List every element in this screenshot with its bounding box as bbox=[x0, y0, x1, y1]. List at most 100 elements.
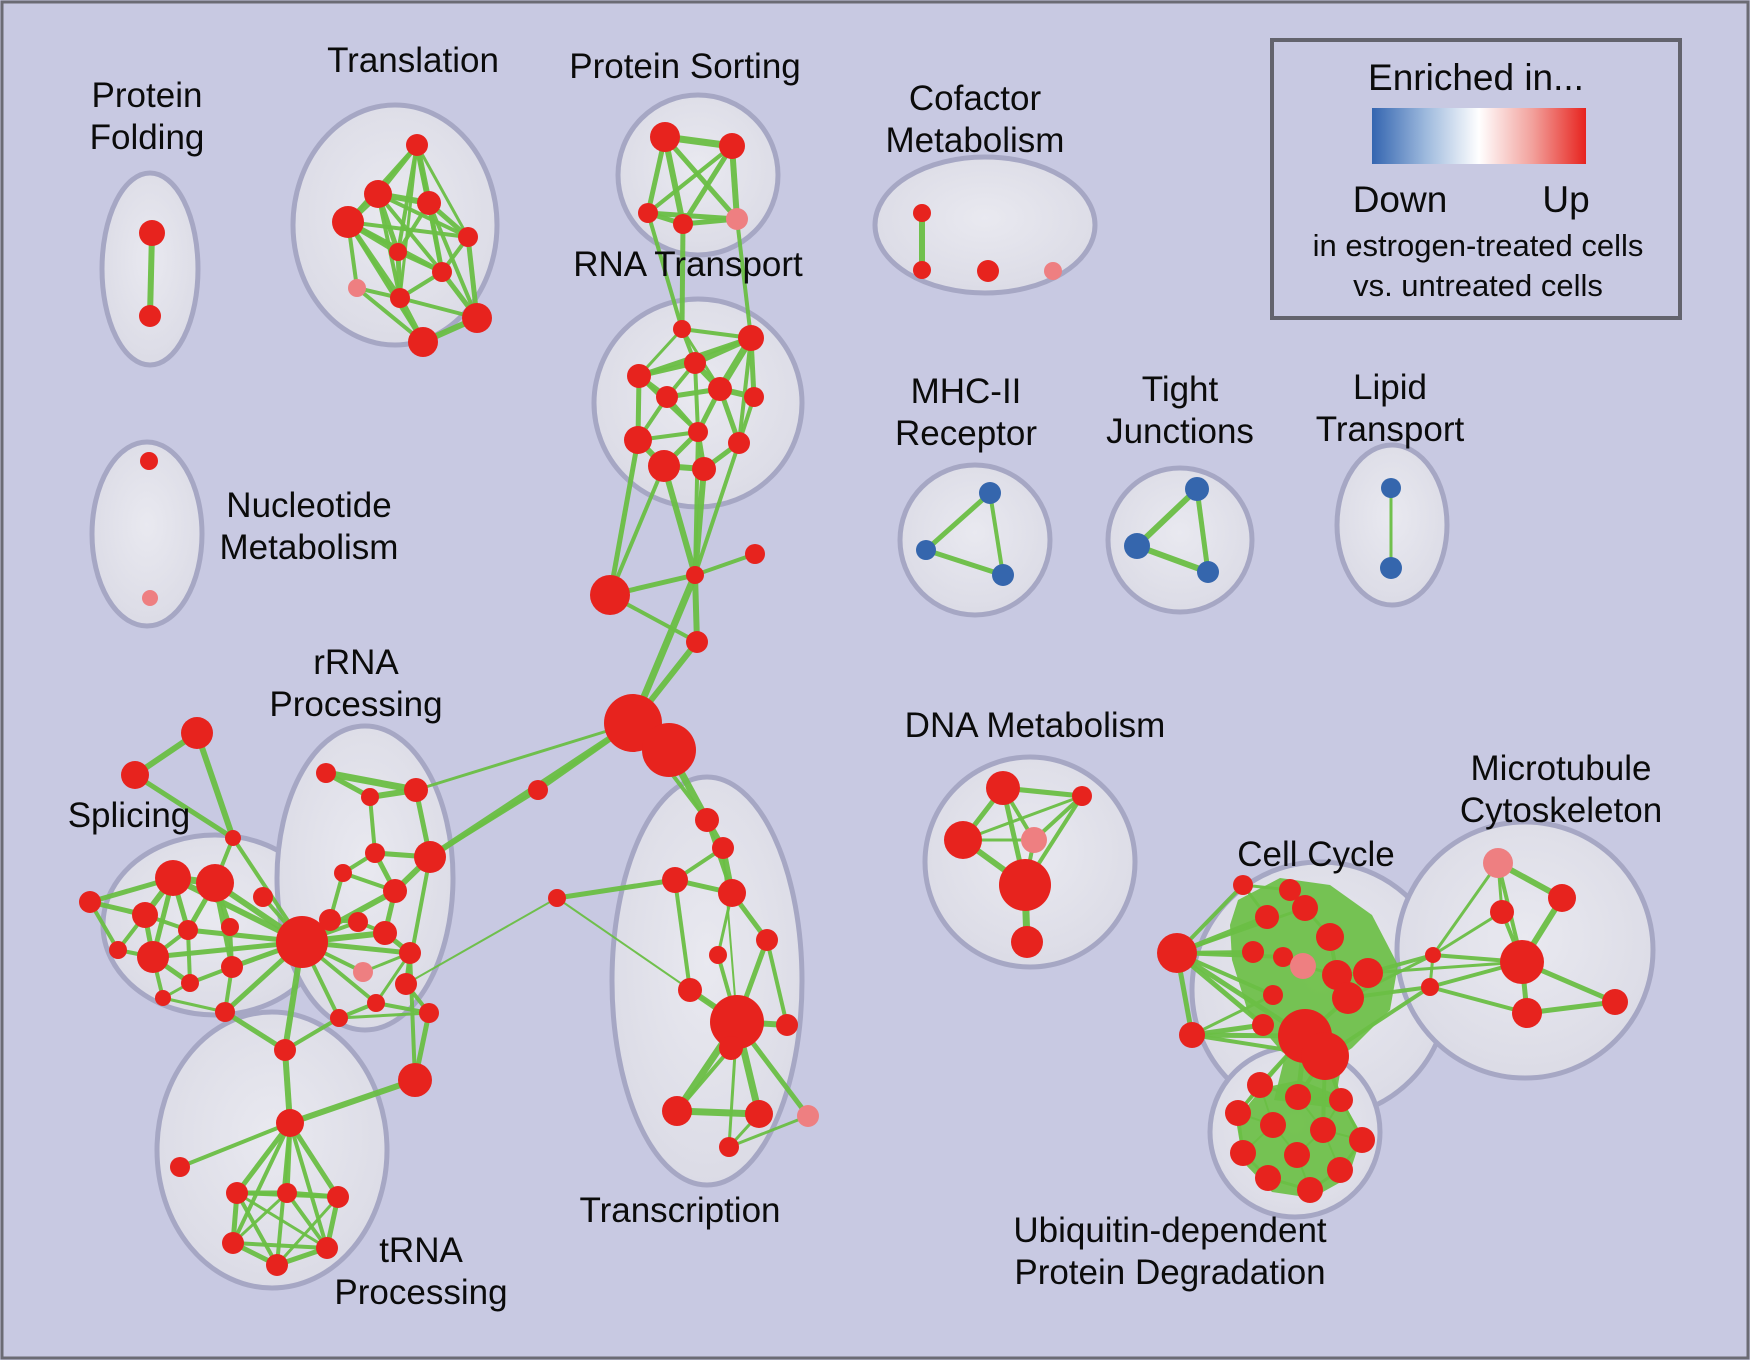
gene-set-node-dn5 bbox=[999, 859, 1051, 911]
gene-set-node-tj3 bbox=[1197, 561, 1219, 583]
gene-set-node-cc12 bbox=[1353, 958, 1383, 988]
gene-set-node-tj1 bbox=[1185, 477, 1209, 501]
gene-set-node-tn7 bbox=[266, 1254, 288, 1276]
gene-set-node-tr6 bbox=[389, 243, 407, 261]
cluster-label-dna-metabolism: DNA Metabolism bbox=[905, 706, 1166, 745]
gene-set-node-mh1 bbox=[979, 482, 1001, 504]
gene-set-node-tr3 bbox=[332, 206, 364, 238]
gene-set-node-cc1 bbox=[1157, 933, 1197, 973]
nodes-layer bbox=[79, 122, 1628, 1276]
gene-set-node-dn2 bbox=[1072, 786, 1092, 806]
gene-set-node-cc3 bbox=[1255, 905, 1279, 929]
edge bbox=[663, 135, 739, 221]
edge bbox=[646, 144, 734, 215]
gene-set-node-bn1 bbox=[590, 575, 630, 615]
gene-set-node-tr4 bbox=[417, 191, 441, 215]
gene-set-node-sp6 bbox=[221, 918, 239, 936]
cluster-label-tight-junctions: Junctions bbox=[1106, 412, 1254, 451]
gene-set-node-tn1 bbox=[170, 1157, 190, 1177]
cluster-ellipse-transcription bbox=[609, 774, 805, 1188]
edge bbox=[1194, 488, 1211, 573]
cluster-label-mhc: MHC-II bbox=[911, 372, 1022, 411]
cluster-ellipse-translation bbox=[290, 102, 500, 348]
gene-set-node-tn3 bbox=[277, 1183, 297, 1203]
cluster-ellipse-nucleotide bbox=[89, 439, 205, 629]
gene-set-node-rr6 bbox=[334, 864, 352, 882]
gene-set-node-tx2 bbox=[712, 837, 734, 859]
gene-set-node-ub1 bbox=[1247, 1072, 1273, 1098]
gene-set-node-tr11 bbox=[408, 327, 438, 357]
gene-set-node-ub10 bbox=[1327, 1157, 1353, 1183]
gene-set-node-ps5 bbox=[726, 208, 748, 230]
cluster-label-protein-folding: Protein bbox=[92, 76, 203, 115]
gene-set-node-sp1 bbox=[155, 860, 191, 896]
gene-set-node-rr5 bbox=[365, 843, 385, 863]
edge bbox=[1134, 486, 1200, 549]
gene-set-node-j1 bbox=[686, 566, 704, 584]
gene-set-node-mh2 bbox=[916, 540, 936, 560]
gene-set-node-br4 bbox=[398, 1063, 432, 1097]
edge bbox=[692, 574, 700, 643]
gene-set-node-tx6 bbox=[709, 946, 727, 964]
gene-set-node-sp7 bbox=[137, 941, 169, 973]
edge bbox=[608, 465, 666, 596]
edge bbox=[765, 939, 789, 1026]
gene-set-node-tn5 bbox=[222, 1232, 244, 1254]
gene-set-node-mc7 bbox=[1602, 989, 1628, 1015]
gene-set-node-rr3 bbox=[404, 778, 428, 802]
edge bbox=[693, 431, 700, 576]
gene-set-node-ub3 bbox=[1329, 1088, 1353, 1112]
gene-set-node-dn1 bbox=[986, 771, 1020, 805]
gene-set-node-cc16 bbox=[1301, 1032, 1349, 1080]
cluster-label-trna-processing: tRNA bbox=[379, 1231, 463, 1270]
legend: Enriched in... Down Up in estrogen-treated … bbox=[1270, 38, 1682, 320]
gene-set-node-nm2 bbox=[142, 590, 158, 606]
edge bbox=[1431, 862, 1500, 956]
cluster-label-tight-junctions: Tight bbox=[1142, 370, 1219, 409]
gene-set-node-rt4 bbox=[627, 364, 651, 388]
cluster-label-cell-cycle: Cell Cycle bbox=[1237, 835, 1395, 874]
edge bbox=[988, 492, 1005, 576]
edge bbox=[325, 769, 417, 794]
cluster-ellipse-mhc bbox=[897, 462, 1053, 618]
gene-set-node-rt1 bbox=[673, 320, 691, 338]
gene-set-node-sp9 bbox=[181, 974, 199, 992]
gene-set-node-tr5 bbox=[458, 227, 478, 247]
gene-set-node-lt2 bbox=[1380, 557, 1402, 579]
gene-set-node-tj2 bbox=[1124, 533, 1150, 559]
gene-set-node-rt2 bbox=[738, 325, 764, 351]
cluster-label-cofactor: Cofactor bbox=[909, 79, 1042, 118]
legend-down-label: Down bbox=[1353, 179, 1448, 220]
cluster-label-rrna-processing: rRNA bbox=[313, 643, 399, 682]
edge bbox=[1432, 910, 1503, 957]
gene-set-node-dn6 bbox=[1011, 926, 1043, 958]
edge bbox=[693, 442, 741, 576]
gene-set-node-rt6 bbox=[708, 377, 732, 401]
gene-set-node-tx1 bbox=[695, 808, 719, 832]
cluster-label-microtubule: Cytoskeleton bbox=[1460, 791, 1662, 830]
edge bbox=[646, 212, 684, 330]
gene-set-node-hub2 bbox=[642, 723, 696, 777]
gene-set-node-lt1 bbox=[1381, 478, 1401, 498]
cluster-label-protein-folding: Folding bbox=[90, 118, 205, 157]
edge bbox=[179, 1121, 291, 1169]
cluster-label-nucleotide: Metabolism bbox=[220, 528, 399, 567]
edge bbox=[737, 337, 753, 444]
edge bbox=[728, 1114, 809, 1149]
gene-set-node-cc13 bbox=[1332, 982, 1364, 1014]
gene-set-node-mc4 bbox=[1500, 940, 1544, 984]
gene-set-node-rt12 bbox=[728, 432, 750, 454]
edge bbox=[194, 732, 236, 839]
edge bbox=[924, 491, 992, 552]
gene-set-node-br2 bbox=[367, 994, 385, 1012]
cluster-label-translation: Translation bbox=[327, 41, 499, 80]
gene-set-node-ub8 bbox=[1230, 1140, 1256, 1166]
edge bbox=[285, 1191, 329, 1250]
edge bbox=[1429, 985, 1528, 1015]
legend-box bbox=[1270, 38, 1682, 320]
gene-set-node-cf1 bbox=[913, 204, 931, 222]
gene-set-node-pf1 bbox=[139, 220, 165, 246]
edge bbox=[1191, 993, 1274, 1037]
